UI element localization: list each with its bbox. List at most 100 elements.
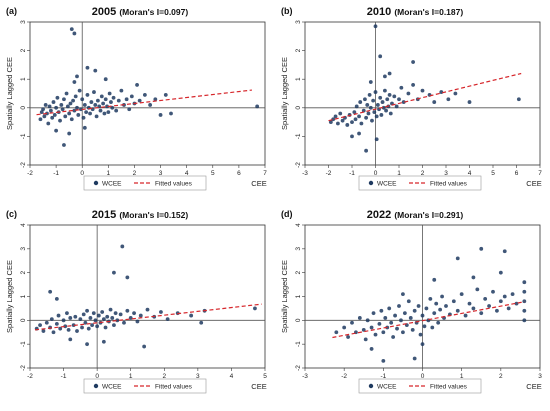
scatter-point	[106, 110, 111, 114]
scatter-point	[359, 121, 364, 126]
y-tick-label: 3	[20, 20, 27, 24]
scatter-point	[522, 289, 527, 294]
scatter-point	[142, 344, 147, 349]
scatter-point	[95, 324, 100, 329]
scatter-point	[392, 94, 397, 99]
scatter-point	[44, 320, 49, 325]
x-tick-label: 4	[468, 170, 472, 177]
scatter-point	[105, 314, 110, 319]
x-tick-label: -1	[61, 373, 67, 380]
legend: WCEE Fitted values	[83, 175, 207, 191]
x-axis-title: CEE	[526, 382, 541, 391]
x-tick-label: 6	[515, 170, 519, 177]
scatter-points	[334, 246, 527, 363]
scatter-point	[406, 91, 411, 96]
chart-panel-a: -2 -1 0 1 2 3 4 5 6 7 -2 -1 0 1 2 3 CEE Spatially Lagged …	[0, 0, 275, 203]
scatter-point	[153, 97, 158, 102]
scatter-point	[422, 324, 427, 329]
scatter-point	[60, 107, 65, 112]
x-tick-label: 5	[211, 170, 215, 177]
scatter-point	[115, 318, 120, 323]
scatter-point	[81, 312, 86, 317]
legend-box	[358, 378, 482, 394]
scatter-point	[165, 317, 170, 322]
scatter-point	[118, 312, 123, 317]
scatter-point	[420, 342, 425, 347]
scatter-point	[328, 120, 333, 124]
scatter-point	[399, 318, 403, 323]
scatter-point	[54, 322, 59, 326]
panel-label: (a)	[6, 6, 17, 16]
panel-title: 2005 (Moran's I=0.097)	[92, 6, 189, 18]
scatter-point	[381, 105, 386, 110]
scatter-point	[467, 100, 472, 104]
scatter-point	[408, 316, 413, 320]
scatter-point	[116, 98, 121, 103]
scatter-point	[432, 277, 437, 282]
scatter-point	[364, 148, 368, 153]
y-tick-label: 2	[295, 48, 302, 52]
scatter-point	[68, 101, 73, 106]
scatter-point	[85, 93, 90, 97]
scatter-point	[48, 108, 53, 113]
scatter-point	[365, 103, 370, 107]
scatter-point	[43, 103, 48, 107]
chart-panel-d: -3 -2 -1 0 1 2 3 -2 -1 0 1 2 3 4 CEE Spatially Lagged C…	[275, 203, 550, 406]
scatter-point	[99, 94, 104, 99]
scatter-point	[253, 306, 257, 311]
x-tick-label: 3	[159, 170, 163, 177]
scatter-point	[82, 103, 87, 107]
scatter-point	[384, 108, 388, 113]
scatter-point	[338, 111, 343, 116]
scatter-point	[64, 91, 69, 96]
scatter-point	[41, 107, 45, 112]
x-tick-label: 0	[421, 373, 425, 380]
scatter-point	[402, 311, 407, 316]
scatter-point	[369, 347, 374, 351]
legend-marker	[368, 180, 374, 186]
scatter-point	[378, 54, 383, 59]
scatter-point	[58, 118, 62, 123]
scatter-point	[73, 94, 78, 99]
scatter-point	[434, 301, 439, 306]
scatter-point	[122, 320, 126, 325]
scatter-point	[113, 311, 118, 316]
y-tick-label: -2	[295, 162, 302, 168]
legend-label-line: Fitted values	[155, 383, 193, 390]
scatter-point	[411, 60, 415, 64]
plot-frame	[304, 21, 541, 166]
scatter-point	[346, 335, 350, 339]
panel-label: (b)	[281, 6, 293, 16]
scatter-point	[138, 313, 143, 318]
panel-title: 2010 (Moran's I=0.187)	[367, 6, 464, 18]
scatter-point	[163, 93, 168, 97]
scatter-point	[55, 95, 60, 100]
scatter-point	[125, 308, 130, 313]
scatter-point	[80, 325, 84, 330]
scatter-point	[85, 65, 90, 70]
legend-label-line: Fitted values	[430, 383, 468, 390]
scatter-point	[88, 316, 93, 320]
scatter-point	[383, 316, 388, 320]
scatter-point	[54, 105, 59, 110]
scatter-point	[371, 98, 376, 103]
scatter-point	[101, 317, 106, 322]
scatter-point	[430, 325, 435, 330]
scatter-point	[372, 110, 377, 114]
scatter-point	[371, 311, 376, 316]
x-tick-label: -3	[302, 373, 308, 380]
scatter-point	[100, 310, 105, 314]
x-tick-label: 4	[185, 170, 189, 177]
scatter-point	[455, 256, 460, 261]
legend: WCEE Fitted values	[83, 378, 207, 394]
scatter-point	[88, 111, 92, 116]
scatter-point	[393, 313, 397, 318]
scatter-point	[432, 311, 437, 316]
scatter-point	[103, 97, 108, 102]
x-tick-label: 6	[237, 170, 241, 177]
x-tick-label: 0	[374, 170, 378, 177]
scatter-point	[112, 323, 116, 327]
x-tick-label: 1	[107, 170, 111, 177]
scatter-point	[199, 320, 204, 325]
